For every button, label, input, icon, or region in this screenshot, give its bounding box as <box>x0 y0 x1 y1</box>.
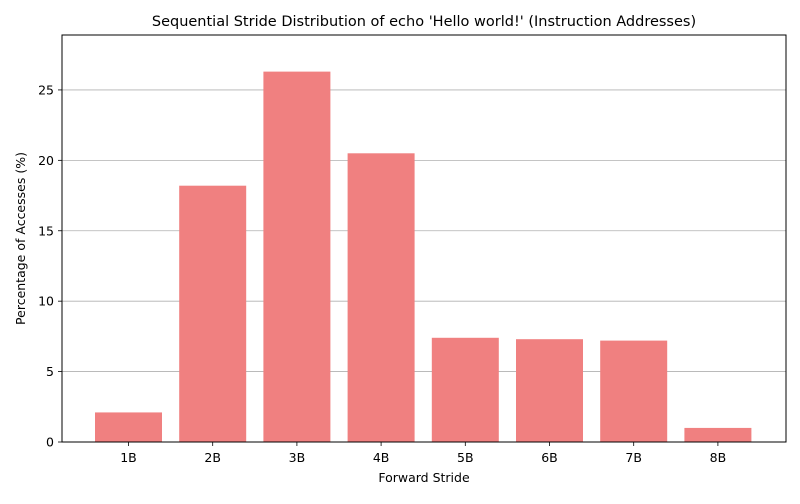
x-tick-label: 2B <box>204 450 221 465</box>
y-tick-label: 5 <box>46 364 54 379</box>
bars-layer <box>95 71 752 443</box>
bar <box>684 427 752 442</box>
y-axis-label: Percentage of Accesses (%) <box>13 152 28 325</box>
bar <box>179 185 247 442</box>
x-tick-label: 6B <box>541 450 558 465</box>
bar <box>600 340 668 442</box>
x-tick-label: 3B <box>289 450 306 465</box>
bar <box>347 153 415 442</box>
bar <box>516 339 583 442</box>
x-tick-label: 7B <box>625 450 642 465</box>
x-tick-label: 1B <box>120 450 137 465</box>
x-tick-label: 4B <box>373 450 390 465</box>
bar <box>263 71 331 443</box>
bar <box>95 412 162 442</box>
chart-title: Sequential Stride Distribution of echo '… <box>152 14 696 30</box>
x-axis-label: Forward Stride <box>378 470 470 485</box>
y-tick-label: 15 <box>38 223 54 238</box>
y-tick-label: 20 <box>38 153 54 168</box>
y-tick-label: 25 <box>38 82 54 97</box>
y-axis: 0 5 10 15 20 25 <box>38 82 62 450</box>
grid-layer <box>62 89 786 372</box>
y-tick-label: 0 <box>46 435 54 450</box>
plot-frame <box>61 34 787 443</box>
y-tick-label: 10 <box>38 294 54 309</box>
x-tick-label: 5B <box>457 450 474 465</box>
bar <box>431 337 499 442</box>
x-axis: 1B 2B 3B 4B 5B 6B 7B 8B <box>120 442 726 465</box>
x-tick-label: 8B <box>710 450 727 465</box>
